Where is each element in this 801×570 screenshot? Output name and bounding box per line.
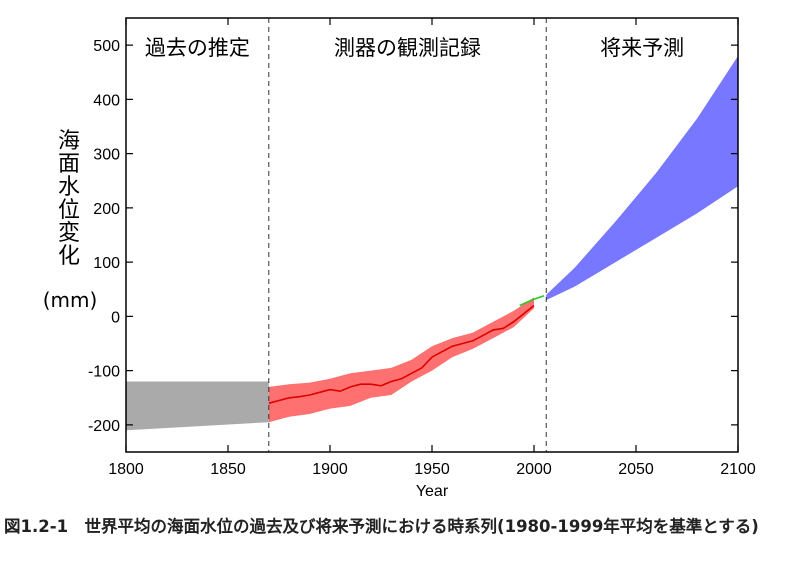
x-tick-label: 2050: [618, 461, 654, 478]
y-tick-label: -200: [88, 418, 120, 435]
y-axis-label-char: 水: [57, 175, 80, 200]
period-label-0: 過去の推定: [145, 36, 250, 60]
period-label-1: 測器の観測記録: [334, 36, 481, 60]
line-series-2: [268, 304, 535, 404]
y-tick-label: 300: [93, 147, 120, 164]
band-series-4: [546, 56, 738, 301]
band-series-1: [268, 297, 534, 423]
y-axis-label-char: 変: [57, 221, 80, 246]
x-tick-label: 1900: [312, 461, 348, 478]
y-axis-label: 海面水位変化: [52, 130, 86, 268]
y-axis-unit: (mm): [42, 288, 98, 312]
y-axis-label-char: 化: [57, 244, 80, 269]
series-lines: [268, 295, 545, 404]
band-series-0: [126, 381, 269, 431]
plot-frame: [125, 17, 739, 453]
x-tick-label: 2100: [720, 461, 756, 478]
x-tick-label: 1800: [108, 461, 144, 478]
x-axis-label: Year: [416, 483, 449, 500]
series-bands: [126, 56, 738, 431]
y-tick-label: 100: [93, 255, 120, 272]
x-axis: 1800 1850 1900 1950 2000 2050 2100: [108, 18, 756, 478]
y-axis-label-char: 面: [57, 152, 80, 177]
line-series-3: [519, 295, 545, 307]
period-labels: 過去の推定 測器の観測記録 将来予測: [145, 36, 684, 60]
figure-caption: 図1.2-1 世界平均の海面水位の過去及び将来予測における時系列(1980-19…: [4, 517, 759, 536]
y-tick-label: -100: [88, 364, 120, 381]
y-tick-label: 500: [93, 38, 120, 55]
x-tick-label: 1850: [210, 461, 246, 478]
y-tick-label: 0: [111, 309, 120, 326]
y-axis-label-char: 海: [57, 129, 80, 154]
sea-level-chart: -200 -100 0 100 200 300 400 500 1800 1850 1900 195…: [88, 17, 756, 500]
period-dividers: [268, 18, 547, 452]
y-tick-label: 200: [93, 201, 120, 218]
y-axis-label-char: 位: [57, 198, 80, 223]
period-label-2: 将来予測: [600, 36, 684, 60]
x-tick-label: 1950: [414, 461, 450, 478]
y-tick-label: 400: [93, 92, 120, 109]
y-axis: -200 -100 0 100 200 300 400 500: [88, 38, 738, 435]
x-tick-label: 2000: [516, 461, 552, 478]
